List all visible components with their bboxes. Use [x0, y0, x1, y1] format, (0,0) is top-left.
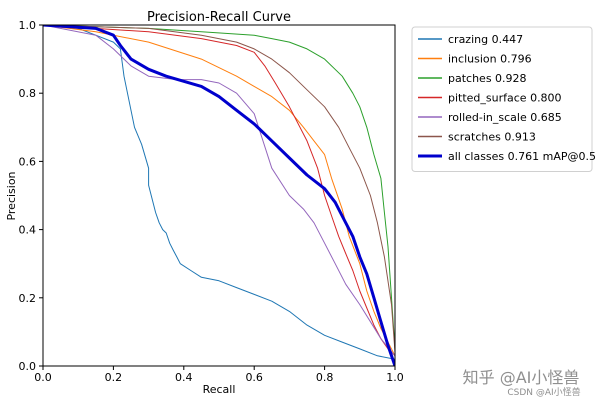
- y-tick-label-4: 0.8: [19, 87, 37, 100]
- x-tick-label-0: 0.0: [34, 371, 52, 384]
- y-tick-label-0: 0.0: [19, 360, 37, 373]
- chart-title: Precision-Recall Curve: [147, 10, 291, 25]
- legend-label-2: patches 0.928: [448, 72, 527, 85]
- series-line-1: [43, 25, 395, 357]
- series-line-0: [43, 25, 395, 360]
- legend-label-0: crazing 0.447: [448, 33, 523, 46]
- x-tick-label-4: 0.8: [316, 371, 334, 384]
- series-line-4: [43, 25, 395, 357]
- x-tick-label-1: 0.2: [105, 371, 123, 384]
- legend-label-4: rolled-in_scale 0.685: [448, 111, 562, 124]
- series-line-3: [43, 25, 395, 357]
- y-tick-label-3: 0.6: [19, 155, 37, 168]
- series-line-2: [43, 25, 395, 349]
- watermark-sub: CSDN @AI小怪兽: [507, 386, 580, 398]
- x-axis-label: Recall: [203, 383, 236, 396]
- legend: crazing 0.447 inclusion 0.796 patches 0.92…: [411, 26, 596, 172]
- y-tick-label-2: 0.4: [19, 224, 37, 237]
- series-line-6: [43, 25, 395, 366]
- x-tick-label-3: 0.6: [245, 371, 263, 384]
- plot-area: [43, 25, 395, 366]
- y-tick-label-5: 1.0: [19, 19, 37, 32]
- legend-label-1: inclusion 0.796: [448, 53, 532, 66]
- legend-label-5: scratches 0.913: [448, 131, 536, 144]
- watermark-main: 知乎 @AI小怪兽: [463, 368, 580, 387]
- y-tick-label-1: 0.2: [19, 292, 37, 305]
- legend-box: [411, 26, 593, 172]
- legend-label-6: all classes 0.761 mAP@0.5: [448, 150, 596, 163]
- x-tick-label-5: 1.0: [386, 371, 404, 384]
- x-tick-label-2: 0.4: [175, 371, 193, 384]
- y-axis-label: Precision: [5, 171, 18, 220]
- series-line-5: [43, 25, 395, 353]
- plot-frame: [42, 24, 396, 367]
- axes: 0.0 0.2 0.4 0.6 0.8 1.0 0.0 0.2 0.4 0.6 0.8 1.0: [19, 19, 404, 384]
- legend-label-3: pitted_surface 0.800: [448, 92, 562, 105]
